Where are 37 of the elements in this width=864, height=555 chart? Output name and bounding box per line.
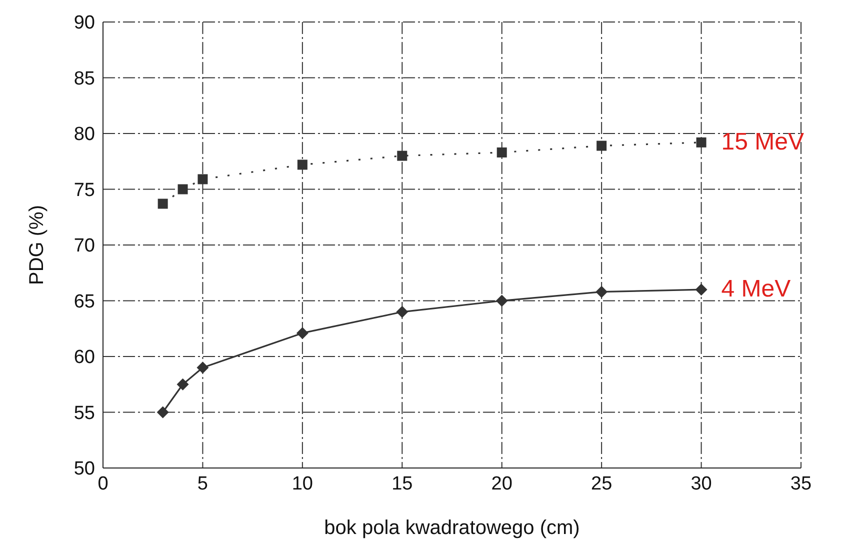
point [178,184,188,194]
x-tick-label: 25 [591,473,612,494]
y-tick-label: 80 [74,124,95,146]
y-tick-label: 60 [74,347,95,368]
x-tick-label: 0 [98,473,108,494]
x-tick-label: 15 [392,473,413,494]
point [496,294,508,307]
x-tick-label: 20 [491,473,512,494]
point [297,160,308,170]
x-tick-label: 30 [690,473,712,494]
point [396,306,408,318]
y-tick-label: 90 [74,12,95,34]
point [496,147,507,158]
point [696,137,706,148]
y-tick-label: 85 [74,68,95,90]
x-tick-label: 5 [197,473,208,494]
point [596,140,607,151]
point [196,362,209,374]
y-axis-title: PDG (%) [26,205,48,285]
x-tick-label: 10 [292,473,313,494]
point [695,284,708,296]
point [397,150,408,161]
point [158,198,168,209]
x-tick-label: 35 [790,473,812,494]
series-label: 15 MeV [721,128,804,156]
point [156,406,169,418]
y-tick-label: 55 [74,402,95,424]
point [176,378,189,390]
point [296,327,308,340]
point [596,286,608,298]
y-tick-label: 50 [74,458,95,480]
y-tick-label: 75 [74,180,95,201]
y-tick-label: 70 [74,236,95,257]
x-axis-title: bok pola kwadratowego (cm) [324,517,580,539]
point [198,174,208,184]
y-tick-label: 65 [74,291,95,312]
series-label: 4 MeV [721,276,791,303]
